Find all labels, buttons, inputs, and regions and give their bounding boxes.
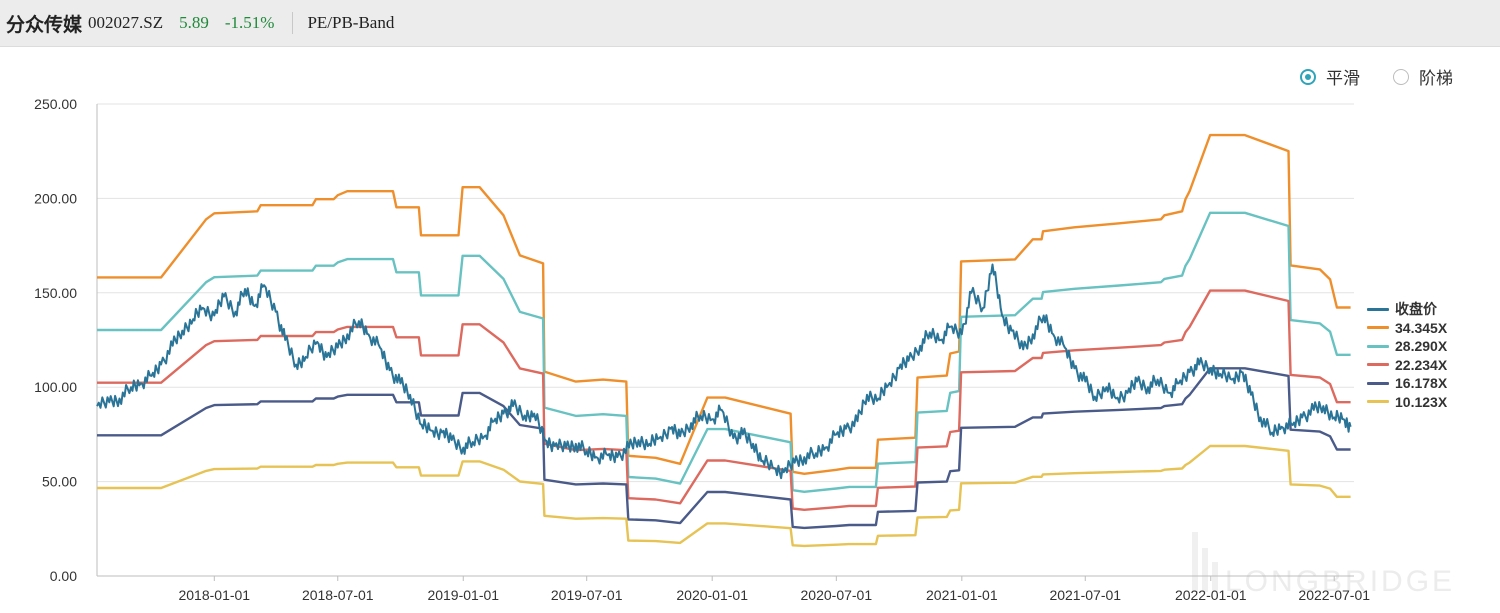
axes: 250.00 200.00 150.00 100.00 50.00 0.00 2018-01… [34, 96, 1370, 603]
watermark-text: LONGBRIDGE [1225, 565, 1455, 598]
stock-header: 分众传媒 002027.SZ 5.89 -1.51% PE/PB-Band [0, 0, 1500, 47]
x-tick-label: 2021-07-01 [1049, 587, 1121, 603]
x-tick-label: 2018-01-01 [178, 587, 250, 603]
legend-label: 22.234X [1395, 356, 1448, 373]
x-tick-label: 2021-01-01 [926, 587, 998, 603]
legend-label: 10.123X [1395, 393, 1448, 410]
y-tick-label: 150.00 [34, 285, 77, 301]
x-tick-label: 2019-07-01 [551, 587, 623, 603]
y-tick-label: 250.00 [34, 96, 77, 112]
legend-item-band-3[interactable]: 22.234X [1367, 356, 1447, 375]
watermark: LONGBRIDGE [1192, 532, 1455, 598]
y-tick-label: 100.00 [34, 379, 77, 395]
y-tick-label: 200.00 [34, 190, 77, 206]
watermark-logo-bar [1212, 562, 1218, 592]
legend-swatch [1367, 381, 1389, 385]
stock-price: 5.89 [179, 13, 209, 32]
x-tick-label: 2020-07-01 [801, 587, 873, 603]
chart-mode-label: PE/PB-Band [307, 13, 395, 32]
legend-swatch [1367, 363, 1389, 367]
x-tick-label: 2022-01-01 [1175, 587, 1247, 603]
legend-item-band-4[interactable]: 16.178X [1367, 374, 1447, 393]
series-lines [96, 133, 1352, 548]
y-tick-label: 0.00 [50, 568, 77, 584]
legend-swatch [1367, 400, 1389, 404]
legend-item-band-5[interactable]: 10.123X [1367, 393, 1447, 412]
x-tick-label: 2022-07-01 [1298, 587, 1370, 603]
smooth-toggle[interactable]: 平滑 [1300, 64, 1360, 89]
price-line [96, 263, 1352, 480]
legend-item-band-2[interactable]: 28.290X [1367, 337, 1447, 356]
smooth-label: 平滑 [1326, 69, 1360, 88]
radio-selected-icon[interactable] [1300, 68, 1316, 85]
band-line-3 [97, 289, 1351, 511]
x-tick-label: 2018-07-01 [302, 587, 374, 603]
legend-item-price[interactable]: 收盘价 [1367, 300, 1447, 319]
legend-item-band-1[interactable]: 34.345X [1367, 319, 1447, 338]
legend-label: 28.290X [1395, 338, 1448, 355]
grid-lines [97, 103, 1354, 483]
legend-label: 16.178X [1395, 375, 1448, 392]
x-tick-label: 2020-01-01 [676, 587, 748, 603]
x-tick-label: 2019-01-01 [427, 587, 499, 603]
legend-swatch [1367, 307, 1389, 311]
legend-swatch [1367, 326, 1389, 330]
stock-code: 002027.SZ [88, 13, 164, 32]
step-label: 阶梯 [1419, 69, 1453, 88]
band-line-5 [97, 444, 1351, 548]
radio-unselected-icon[interactable] [1393, 68, 1409, 85]
y-tick-label: 50.00 [42, 474, 77, 490]
band-line-1 [97, 133, 1351, 475]
band-line-4 [97, 367, 1351, 530]
legend-swatch [1367, 344, 1389, 348]
legend-label: 34.345X [1395, 319, 1448, 336]
header-divider [292, 12, 294, 34]
band-line-2 [97, 211, 1351, 493]
price-change: -1.51% [224, 13, 275, 32]
chart-legend: 收盘价 34.345X 28.290X 22.234X 16.178X 10.1… [1367, 300, 1447, 411]
step-toggle[interactable]: 阶梯 [1393, 64, 1453, 89]
watermark-logo-bar [1192, 532, 1198, 592]
stock-name: 分众传媒 [6, 13, 83, 36]
legend-label: 收盘价 [1395, 301, 1437, 318]
watermark-logo-bar [1202, 548, 1208, 592]
